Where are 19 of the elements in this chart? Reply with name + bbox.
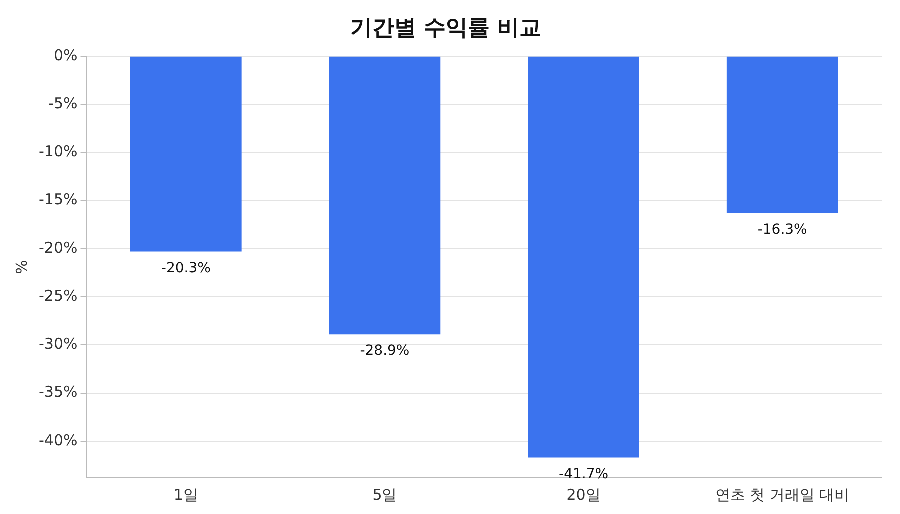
y-tick-label: -35% [38,383,78,402]
chart-title: 기간별 수익률 비교 [350,16,542,41]
y-tick-label: -10% [38,142,78,161]
data-label: -16.3% [758,222,808,238]
y-tick-label: -25% [38,286,78,305]
data-label: -41.7% [559,466,609,482]
x-tick-label: 20일 [566,486,601,504]
y-tick-label: 0% [54,46,78,64]
y-tick-label: -30% [38,335,78,354]
data-label: -28.9% [360,343,410,360]
x-tick-label: 1일 [174,486,198,504]
x-tick-label: 연초 첫 거래일 대비 [715,486,850,504]
x-tick-label: 5일 [372,486,398,504]
y-tick-label: -15% [38,190,78,209]
y-tick-label: -20% [38,238,78,257]
y-tick-label: -40% [38,431,78,450]
data-label: -20.3% [161,260,211,276]
y-tick-label: -5% [48,94,78,112]
y-axis-title: % [12,260,31,274]
